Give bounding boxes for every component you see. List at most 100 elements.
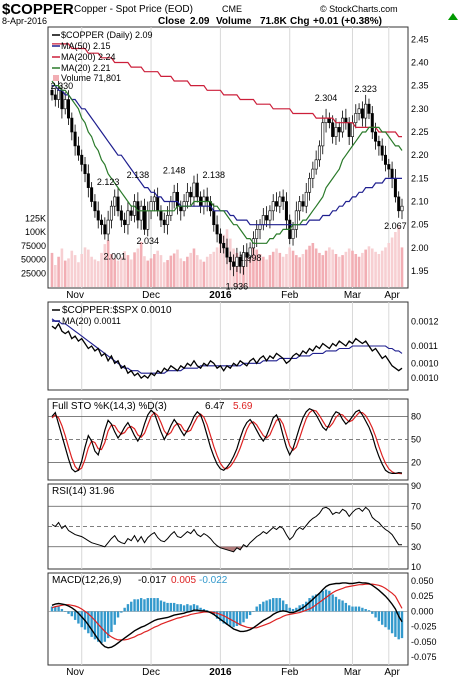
legend-ma20: MA(20) 2.21 [61, 63, 111, 73]
volume-bar-68 [275, 248, 278, 287]
volume-bar-79 [311, 243, 315, 287]
price-y-tick-1: 2.40 [411, 57, 429, 67]
macd-hist-bar-11 [87, 611, 90, 634]
candle-body-0 [50, 89, 54, 96]
macd-hist-bar-36 [169, 602, 173, 612]
candle-body-83 [324, 117, 328, 124]
ratio-y-tick-0: 0.0012 [411, 316, 439, 326]
macd-hist-bar-6 [70, 611, 74, 617]
candle-body-57 [238, 256, 242, 267]
macd-hist-bar-97 [371, 611, 374, 614]
candle-body-16 [103, 224, 107, 235]
candle-body-79 [311, 168, 315, 179]
volume-bar-50 [215, 247, 219, 287]
macd-hist-bar-95 [364, 608, 367, 612]
candle-body-34 [162, 219, 166, 226]
macd-hist-bar-31 [153, 598, 156, 612]
volume-bar-2 [57, 256, 60, 287]
macd-hist-bar-67 [272, 598, 275, 612]
volume-bar-85 [331, 249, 334, 287]
macd-hist-bar-68 [275, 598, 278, 612]
candle-body-2 [57, 89, 61, 100]
volume-y-tick-0: 125K [25, 213, 46, 223]
volume-bar-4 [63, 260, 67, 287]
macd-hist-bar-83 [324, 589, 328, 612]
price-x-tick-mar: Mar [344, 290, 362, 301]
macd-hist-bar-4 [64, 611, 67, 612]
candle-body-103 [390, 168, 394, 179]
volume-bar-8 [77, 262, 80, 287]
volume-y-tick-1: 100K [25, 227, 46, 237]
macd-hist-bar-88 [341, 600, 344, 612]
macd-hist-bar-61 [252, 611, 255, 612]
candle-body-97 [370, 113, 374, 133]
chart-date: 8-Apr-2016 [2, 16, 47, 26]
candle-body-81 [317, 145, 321, 161]
candle-body-70 [281, 196, 285, 202]
volume-bar-29 [146, 260, 150, 287]
stochastic-lines [48, 407, 408, 475]
macd-hist-bar-86 [334, 596, 338, 612]
macd-hist-bar-13 [93, 611, 97, 640]
macd-hist-bar-91 [351, 606, 354, 612]
macd-hist-bar-94 [361, 607, 364, 612]
candle-body-44 [195, 182, 199, 198]
price-annotations: 2.330 2.123 2.138 2.148 2.001 2.034 1.936 2.138… [51, 81, 407, 292]
volume-bar-36 [169, 255, 173, 287]
candle-body-6 [70, 117, 74, 133]
macd-hist-bar-104 [394, 611, 397, 637]
macd-hist-bar-3 [60, 608, 64, 612]
macd-hist-bar-52 [222, 611, 225, 624]
volume-bar-77 [304, 249, 308, 287]
candle-body-106 [400, 205, 404, 212]
macd-hist-bar-14 [97, 611, 100, 642]
volume-bar-51 [219, 243, 222, 287]
macd-hist-bar-102 [387, 611, 390, 630]
macd-x-tick-mar: Mar [344, 667, 362, 678]
rsi-y-tick-50: 50 [411, 522, 421, 532]
macd-hist-bar-58 [242, 611, 245, 623]
macd-hist-bar-24 [130, 601, 133, 612]
volume-bar-22 [123, 251, 126, 287]
price-x-tick-feb: Feb [281, 290, 299, 301]
rsi-y-tick-90: 90 [411, 481, 421, 491]
volume-bar-65 [265, 259, 268, 287]
price-annotation-8: 1.998 [239, 253, 262, 263]
macd-hist-bar-44 [196, 605, 199, 612]
volume-bar-75 [298, 257, 301, 287]
macd-hist-bar-100 [380, 611, 384, 625]
volume-bar-92 [354, 254, 358, 287]
candle-body-1 [53, 94, 57, 100]
candle-body-87 [337, 127, 341, 133]
volume-bar-95 [364, 249, 367, 287]
macd-hist-bar-19 [113, 611, 116, 625]
macd-hist-bar-73 [291, 608, 295, 612]
instrument-name: Copper - Spot Price (EOD) [74, 4, 193, 15]
macd-hist-bar-85 [331, 594, 334, 612]
macd-hist-bar-90 [347, 605, 351, 612]
volume-bar-84 [328, 247, 331, 287]
macd-hist-bar-22 [123, 607, 126, 612]
candle-body-85 [331, 122, 335, 137]
macd-hist-bar-65 [265, 600, 268, 612]
volume-bar-88 [341, 255, 344, 287]
moving-average-lines [51, 43, 403, 244]
macd-hist-bar-74 [295, 607, 298, 612]
volume-bar-59 [245, 255, 249, 287]
rsi-y-tick-70: 70 [411, 501, 421, 511]
candle-body-47 [205, 196, 209, 202]
volume-bar-82 [321, 255, 325, 287]
macd-hist-bar-8 [77, 611, 80, 624]
candle-body-89 [344, 117, 348, 124]
macd-hist-bar-17 [106, 611, 110, 639]
ma20-line [51, 80, 403, 244]
macd-x-tick-apr: Apr [384, 667, 400, 678]
macd-hist-bar-50 [215, 611, 219, 619]
candle-body-42 [189, 191, 193, 198]
candle-body-98 [374, 131, 378, 142]
volume-bar-67 [271, 251, 275, 287]
macd-hist-bar-35 [166, 602, 169, 612]
macd-hist-bar-69 [278, 598, 282, 612]
volume-y-tick-2: 75000 [21, 241, 46, 251]
ratio-panel [47, 301, 409, 391]
